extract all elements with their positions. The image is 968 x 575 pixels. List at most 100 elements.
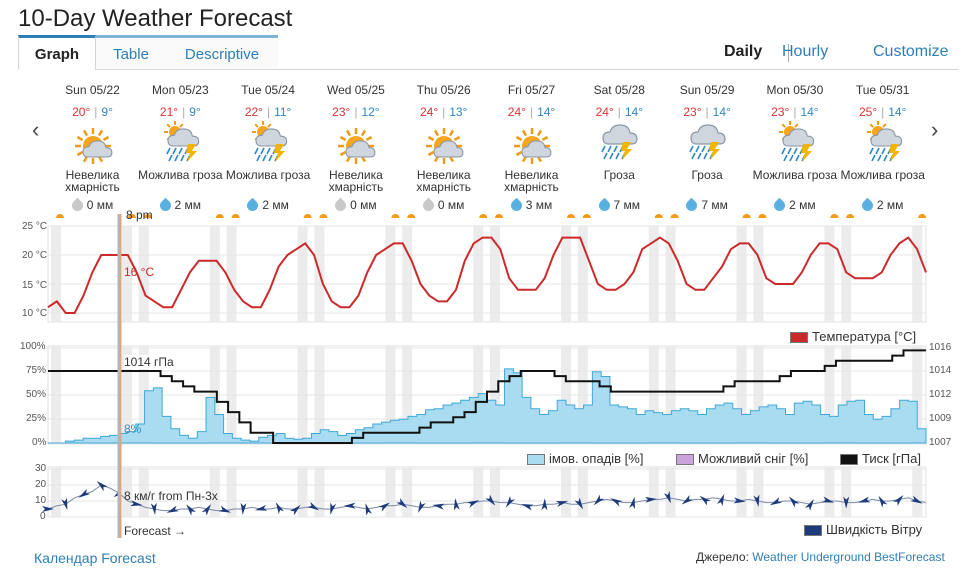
view-hourly[interactable]: Hourly — [782, 43, 829, 60]
legend-pressure-swatch — [840, 454, 858, 466]
night-band — [561, 467, 571, 517]
day-column[interactable]: Sun 05/22 20° | 9° Невелика хмарність 0 мм — [49, 82, 136, 218]
day-temps: 20° | 9° — [72, 105, 113, 119]
day-column[interactable]: Mon 05/23 21° | 9° Можлива гроза 2 мм — [137, 82, 224, 218]
wind-arrow-icon — [330, 502, 337, 515]
wind-arrow-icon — [432, 503, 445, 510]
prev-arrow-icon[interactable]: ‹ — [32, 117, 40, 142]
wind-arrow-icon — [555, 501, 569, 507]
day-column[interactable]: Sat 05/28 24° | 14° Гроза 7 мм — [576, 82, 663, 218]
sunrise-icon — [846, 214, 855, 218]
day-high: 21° — [159, 105, 179, 119]
day-column[interactable]: Tue 05/31 25° | 14° Можлива гроза 2 мм — [839, 82, 926, 218]
day-high: 22° — [244, 105, 263, 119]
view-customize[interactable]: Customize — [873, 43, 949, 60]
sunrise-icon — [582, 214, 591, 218]
day-temps: 24° | 13° — [419, 105, 468, 119]
legend-wind[interactable]: Швидкість Вітру — [804, 522, 922, 537]
day-precip: 2 мм — [225, 198, 312, 214]
source-link[interactable]: Weather Underground BestForecast — [752, 550, 945, 564]
wind-arrow-icon — [453, 498, 460, 511]
day-date: Tue 05/31 — [855, 83, 910, 97]
temp-tick-20: 20 °C — [22, 250, 48, 261]
tstorm-icon — [689, 124, 726, 160]
day-date: Wed 05/25 — [326, 83, 385, 97]
precip-tick-50: 50% — [26, 389, 47, 400]
legend-snow[interactable]: Можливий сніг [%] — [676, 451, 808, 466]
day-column[interactable]: Sun 05/29 23° | 14° Гроза 7 мм — [664, 82, 751, 218]
sunset-icon — [918, 214, 927, 218]
night-band — [122, 226, 132, 322]
wind-arrow-icon — [629, 496, 636, 510]
day-high: 24° — [419, 105, 439, 119]
cursor-temp: 16 °C — [124, 265, 155, 279]
day-precip: 3 мм — [488, 198, 575, 214]
day-column[interactable]: Tue 05/24 22° | 11° Можлива гроза 2 мм — [225, 82, 312, 218]
night-band — [753, 226, 764, 322]
legend-precip[interactable]: імов. опадів [%] — [527, 451, 643, 466]
night-band — [297, 467, 308, 517]
day-date: Sat 05/28 — [593, 83, 645, 97]
tab-table[interactable]: Table — [96, 35, 166, 68]
cursor-time: 8 pm — [126, 208, 153, 222]
day-date: Fri 05/27 — [507, 83, 556, 97]
day-condition: Невелика хмарність — [65, 168, 120, 194]
day-precip: 7 мм — [576, 198, 663, 214]
day-date: Sun 05/22 — [65, 83, 120, 97]
night-band — [209, 467, 220, 517]
night-band — [490, 467, 500, 517]
sunset-icon — [215, 214, 224, 218]
tab-graph[interactable]: Graph — [18, 35, 96, 70]
day-column[interactable]: Fri 05/27 24° | 14° Невелика хмарність 3 мм — [488, 82, 575, 218]
night-band — [122, 467, 132, 517]
day-precip: 7 мм — [664, 198, 751, 214]
sunset-icon — [391, 214, 400, 218]
day-temps: 24° | 14° — [507, 105, 556, 119]
wind-arrow-icon — [42, 506, 54, 512]
night-band — [665, 467, 676, 517]
pressure-tick-1009: 1009 — [929, 413, 952, 424]
sunrise-icon — [143, 214, 152, 218]
calendar-link[interactable]: Календар Forecast — [34, 550, 156, 566]
wind-arrow-icon — [343, 502, 356, 509]
legend-pressure[interactable]: Тиск [гПа] — [840, 451, 921, 466]
sunrise-icon — [495, 214, 503, 218]
pressure-series-line — [48, 349, 926, 444]
chance-tstorm-icon — [778, 121, 815, 162]
day-low: 14° — [888, 105, 907, 119]
sunrise-icon — [407, 214, 416, 218]
night-band — [824, 226, 835, 322]
day-high: 20° — [72, 105, 91, 119]
day-column[interactable]: Mon 05/30 23° | 14° Можлива гроза 2 мм — [751, 82, 838, 218]
wind-arrow-icon — [485, 494, 496, 506]
day-high: 23° — [683, 105, 702, 119]
wind-arrow-icon — [365, 503, 372, 516]
day-precip-value: 2 мм — [262, 198, 289, 212]
night-band — [138, 226, 149, 322]
legend-wind-swatch — [804, 525, 822, 537]
wind-arrow-icon — [878, 495, 888, 508]
night-band — [561, 226, 571, 322]
night-band — [577, 226, 588, 322]
day-temps: 22° | 11° — [244, 105, 292, 119]
tab-descriptive[interactable]: Descriptive — [166, 35, 278, 68]
next-arrow-icon[interactable]: › — [931, 117, 939, 142]
wind-arrow-icon — [78, 488, 91, 498]
day-column[interactable]: Wed 05/25 23° | 12° Невелика хмарність 0 мм — [312, 82, 399, 218]
day-precip-value: 3 мм — [525, 198, 553, 212]
sunset-icon — [830, 214, 839, 218]
night-band — [226, 226, 237, 322]
wind-arrow-icon — [240, 502, 247, 515]
partly-cloudy-icon — [337, 128, 376, 164]
wind-arrow-icon — [378, 502, 390, 512]
view-daily[interactable]: Daily — [724, 43, 763, 60]
sunset-icon — [654, 214, 663, 218]
legend-temperature[interactable]: Температура [°C] — [790, 329, 916, 344]
night-band — [209, 226, 220, 322]
precip-probability-area — [48, 368, 927, 444]
wind-arrow-icon — [858, 496, 871, 503]
tab-bar: Graph Table Descriptive Daily Hourly Cus… — [18, 35, 958, 70]
day-low: 14° — [537, 105, 556, 119]
day-column[interactable]: Thu 05/26 24° | 13° Невелика хмарність 0 мм — [400, 82, 487, 218]
day-low: 14° — [624, 105, 644, 119]
